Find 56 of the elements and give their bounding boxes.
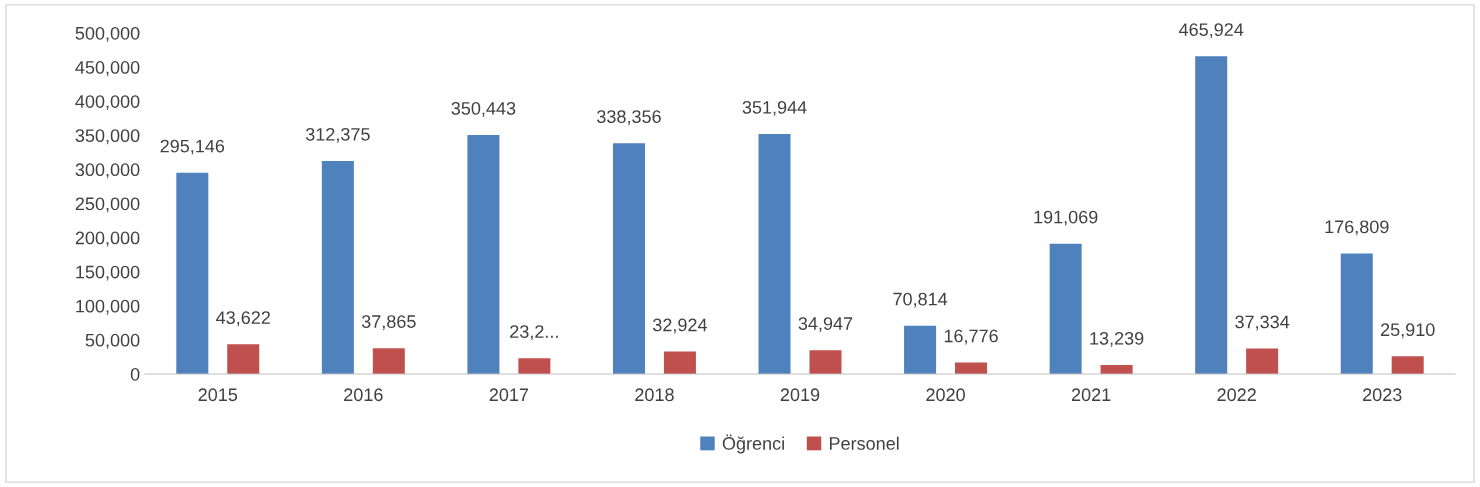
bar — [663, 351, 696, 374]
y-tick-label: 450,000 — [75, 61, 140, 76]
data-label: 191,069 — [1034, 210, 1098, 226]
data-label: 312,375 — [305, 127, 370, 143]
bar — [1195, 56, 1228, 374]
data-label: 43,622 — [216, 311, 270, 327]
data-label: 295,146 — [160, 139, 225, 155]
x-tick-label: 2019 — [780, 388, 820, 402]
bar — [1049, 243, 1082, 374]
bar — [321, 160, 354, 374]
x-tick-label: 2020 — [926, 388, 965, 402]
data-label: 32,924 — [653, 318, 707, 334]
y-tick-label: 250,000 — [75, 197, 140, 213]
legend-label: Personel — [829, 436, 899, 450]
x-tick-label: 2017 — [489, 388, 529, 402]
y-tick-label: 500,000 — [75, 26, 140, 42]
y-tick-label: 0 — [130, 367, 140, 381]
y-tick-label: 200,000 — [75, 231, 140, 247]
bar — [1391, 356, 1424, 374]
x-tick-label: 2021 — [1071, 388, 1111, 402]
data-label: 465,924 — [1178, 23, 1244, 39]
x-tick-label: 2016 — [344, 388, 383, 402]
y-tick-label: 400,000 — [75, 95, 140, 111]
bar — [904, 325, 937, 374]
data-label: 16,776 — [944, 329, 998, 345]
bar — [1340, 253, 1373, 374]
x-tick-label: 2022 — [1217, 388, 1256, 402]
data-label: 338,356 — [597, 110, 661, 126]
bar — [372, 348, 405, 374]
bar — [1246, 348, 1279, 374]
bar — [612, 143, 645, 374]
y-tick-label: 50,000 — [85, 333, 140, 349]
data-label: 25,910 — [1380, 323, 1435, 339]
x-tick-label: 2018 — [635, 388, 674, 402]
bar — [758, 133, 791, 374]
y-tick-label: 150,000 — [76, 265, 140, 281]
data-label: 351,944 — [742, 100, 807, 116]
x-tick-label: 2023 — [1363, 388, 1402, 402]
y-tick-label: 350,000 — [75, 129, 140, 145]
bar — [809, 350, 842, 374]
data-label: 34,947 — [798, 317, 853, 333]
data-label: 13,239 — [1090, 331, 1144, 347]
bar — [227, 344, 260, 374]
data-label: 37,865 — [361, 315, 416, 331]
data-label: 176,809 — [1325, 220, 1389, 236]
data-label: 350,443 — [451, 101, 516, 117]
bar — [467, 135, 500, 374]
bar — [176, 172, 209, 374]
y-tick-label: 300,000 — [75, 163, 140, 179]
y-tick-label: 100,000 — [76, 299, 140, 315]
data-label: 37,334 — [1235, 315, 1290, 331]
legend-label: Öğrenci — [722, 434, 784, 454]
data-label: 70,814 — [893, 292, 948, 308]
data-label: 23,2... — [510, 325, 558, 341]
bar — [518, 358, 551, 374]
x-tick-label: 2015 — [198, 388, 238, 402]
